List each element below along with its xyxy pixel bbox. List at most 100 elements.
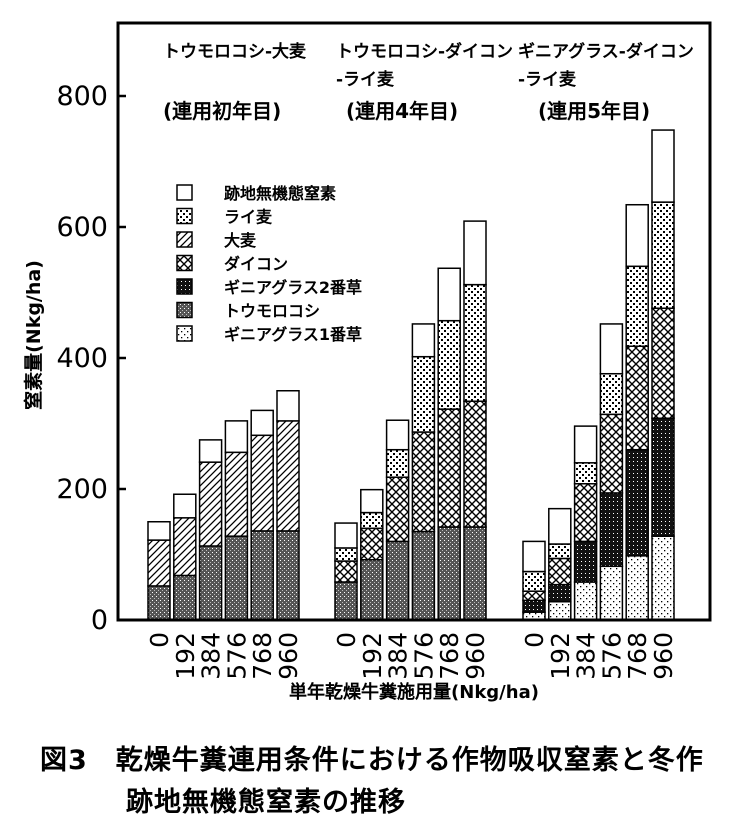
group-subtitle: (連用5年目) [538, 99, 650, 123]
bar-segment-corn [198, 545, 223, 621]
bar-segment-residual [548, 507, 572, 545]
bar-segment-residual [651, 129, 675, 203]
bar-segment-daikon [651, 307, 675, 420]
bar-segment-guinea2 [599, 492, 624, 568]
x-tick-label: 960 [274, 632, 303, 680]
x-tick-label: 384 [384, 632, 413, 680]
bar-segment-daikon [625, 345, 649, 451]
x-tick-label: 0 [332, 632, 361, 648]
y-tick-label: 200 [56, 474, 108, 505]
group-subtitle: (連用4年目) [346, 99, 458, 123]
bar-segment-corn [276, 530, 300, 621]
bar-segment-daikon [548, 557, 572, 586]
bar-segment-corn [463, 526, 487, 621]
x-tick-label: 576 [597, 632, 626, 680]
bar-segment-daikon [385, 476, 410, 543]
group-title: トウモロコシ-ダイコン [336, 41, 513, 62]
bar-segment-residual [360, 488, 384, 514]
bar-segment-barley [198, 461, 223, 547]
group-title: トウモロコシ-大麦 [163, 41, 307, 62]
bar-segment-residual [224, 420, 249, 454]
group-titles: トウモロコシ-大麦(連用初年目)トウモロコシ-ダイコン-ライ麦(連用4年目)ギニ… [163, 41, 694, 123]
bar-segment-corn [385, 540, 410, 621]
x-tick-label: 0 [145, 632, 174, 648]
y-tick-label: 600 [56, 212, 108, 243]
x-tick-label: 192 [358, 632, 387, 680]
bar-segment-rye [573, 462, 598, 485]
bar-segment-guinea1 [625, 555, 649, 621]
y-tick-label: 400 [56, 343, 108, 374]
bar-segment-barley [276, 420, 300, 532]
bar-segment-residual [463, 220, 487, 286]
bar-segment-daikon [573, 483, 598, 543]
x-tick-label: 384 [572, 632, 601, 680]
legend-label-guinea1: ギニアグラス1番草 [224, 325, 362, 344]
bar-segment-guinea2 [625, 448, 649, 557]
x-tick-label: 192 [171, 632, 200, 680]
y-axis-label: 窒素量(Nkg/ha) [22, 260, 45, 410]
legend-swatch-rye [176, 207, 193, 225]
bar-segment-corn [411, 530, 436, 621]
bar-segment-rye [385, 448, 410, 478]
bar-segment-rye [548, 543, 572, 560]
legend-label-corn: トウモロコシ [224, 302, 320, 321]
bar-segment-residual [522, 540, 546, 573]
bar-segment-daikon [599, 413, 624, 494]
legend-label-guinea2: ギニアグラス2番草 [224, 278, 362, 297]
bar-segment-daikon [437, 408, 461, 528]
figure-caption-line1: 図3 乾燥牛糞連用条件における作物吸収窒素と冬作 [40, 745, 704, 776]
bar-segment-guinea1 [573, 581, 598, 621]
legend-label-daikon: ダイコン [224, 255, 288, 274]
legend-label-residual: 跡地無機態窒素 [224, 184, 336, 203]
x-tick-label: 576 [409, 632, 438, 680]
group-title: -ライ麦 [518, 69, 577, 90]
legend-swatch-guinea1 [176, 325, 193, 342]
bar-segment-corn [250, 530, 274, 621]
x-tick-label: 576 [222, 632, 251, 680]
bar-segment-residual [599, 323, 624, 375]
bar-segment-barley [250, 434, 274, 532]
bar-segment-residual [276, 390, 300, 422]
bar-segment-rye [334, 547, 358, 562]
bar-segment-corn [173, 574, 197, 621]
legend-label-rye: ライ麦 [224, 208, 273, 227]
bar-segment-residual [198, 439, 223, 463]
y-tick-label: 0 [91, 605, 108, 636]
bar-segment-guinea2 [522, 599, 546, 613]
bar-segment-daikon [522, 590, 546, 602]
x-tick-label: 0 [520, 632, 549, 648]
bar-segment-corn [224, 535, 249, 621]
legend-swatch-daikon [176, 254, 193, 272]
stacked-bar-chart: トウモロコシ-大麦(連用初年目)トウモロコシ-ダイコン-ライ麦(連用4年目)ギニ… [22, 21, 712, 703]
bar-segment-rye [522, 570, 546, 592]
bar-segment-daikon [411, 431, 436, 533]
bar-segment-guinea2 [651, 417, 675, 537]
bar-segment-residual [385, 419, 410, 451]
bar-segment-residual [411, 323, 436, 358]
bar-segment-daikon [463, 400, 487, 528]
group-title: ギニアグラス-ダイコン [518, 41, 694, 62]
bar-segment-rye [599, 372, 624, 416]
bar-segment-guinea1 [599, 565, 624, 621]
bar-segment-daikon [334, 560, 358, 583]
y-tick-label: 800 [56, 81, 108, 112]
x-tick-label: 192 [546, 632, 575, 680]
x-tick-label: 768 [248, 632, 277, 680]
bar-segment-corn [360, 558, 384, 621]
bar-segment-residual [147, 521, 171, 541]
bar-segment-daikon [360, 527, 384, 561]
group-title: -ライ麦 [336, 69, 395, 90]
bar-segment-rye [437, 319, 461, 410]
legend-label-barley: 大麦 [224, 231, 257, 250]
bar-segment-barley [147, 539, 171, 587]
bars [147, 129, 675, 621]
x-axis-label: 単年乾燥牛糞施用量(Nkg/ha) [289, 681, 539, 703]
legend-swatch-corn [176, 301, 193, 319]
bar-segment-guinea2 [573, 540, 598, 583]
bar-segment-corn [437, 526, 461, 621]
bar-segment-guinea2 [548, 583, 572, 603]
bar-segment-rye [651, 201, 675, 309]
x-tick-label: 960 [461, 632, 490, 680]
